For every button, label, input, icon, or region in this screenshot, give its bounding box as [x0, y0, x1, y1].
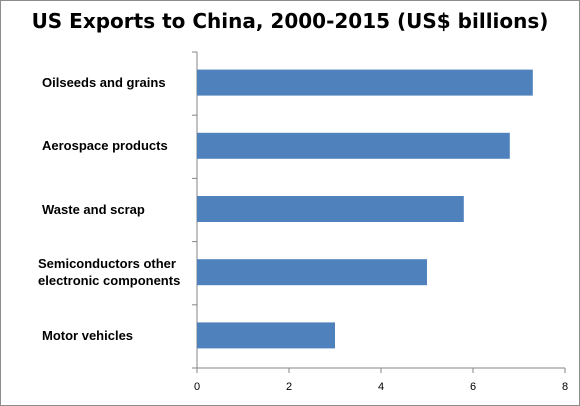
category-label: Waste and scrap — [42, 201, 145, 218]
category-label-line: Semiconductors other — [38, 256, 176, 272]
category-label-line: Aerospace products — [42, 138, 168, 154]
bar — [197, 69, 533, 96]
category-label: Semiconductors other electronic component… — [38, 255, 180, 289]
category-label-line: Motor vehicles — [42, 327, 134, 343]
category-label-line: Waste and scrap — [42, 201, 145, 217]
x-tick-label: 0 — [194, 381, 200, 393]
category-label-line: electronic components — [38, 273, 181, 289]
category-label: Oilseeds and grains — [42, 74, 166, 91]
chart-title: US Exports to China, 2000-2015 (US$ bill… — [31, 9, 549, 33]
category-label: Motor vehicles — [42, 327, 133, 344]
bar — [197, 259, 427, 286]
bar — [197, 132, 510, 159]
bar — [197, 196, 464, 222]
x-tick-label: 2 — [286, 381, 292, 393]
category-label-line: Oilseeds and grains — [42, 75, 166, 91]
x-tick-label: 8 — [562, 381, 568, 393]
bar — [197, 322, 335, 349]
x-tick-label: 6 — [470, 381, 476, 393]
category-label: Aerospace products — [42, 137, 168, 154]
x-tick-label: 4 — [378, 381, 384, 393]
